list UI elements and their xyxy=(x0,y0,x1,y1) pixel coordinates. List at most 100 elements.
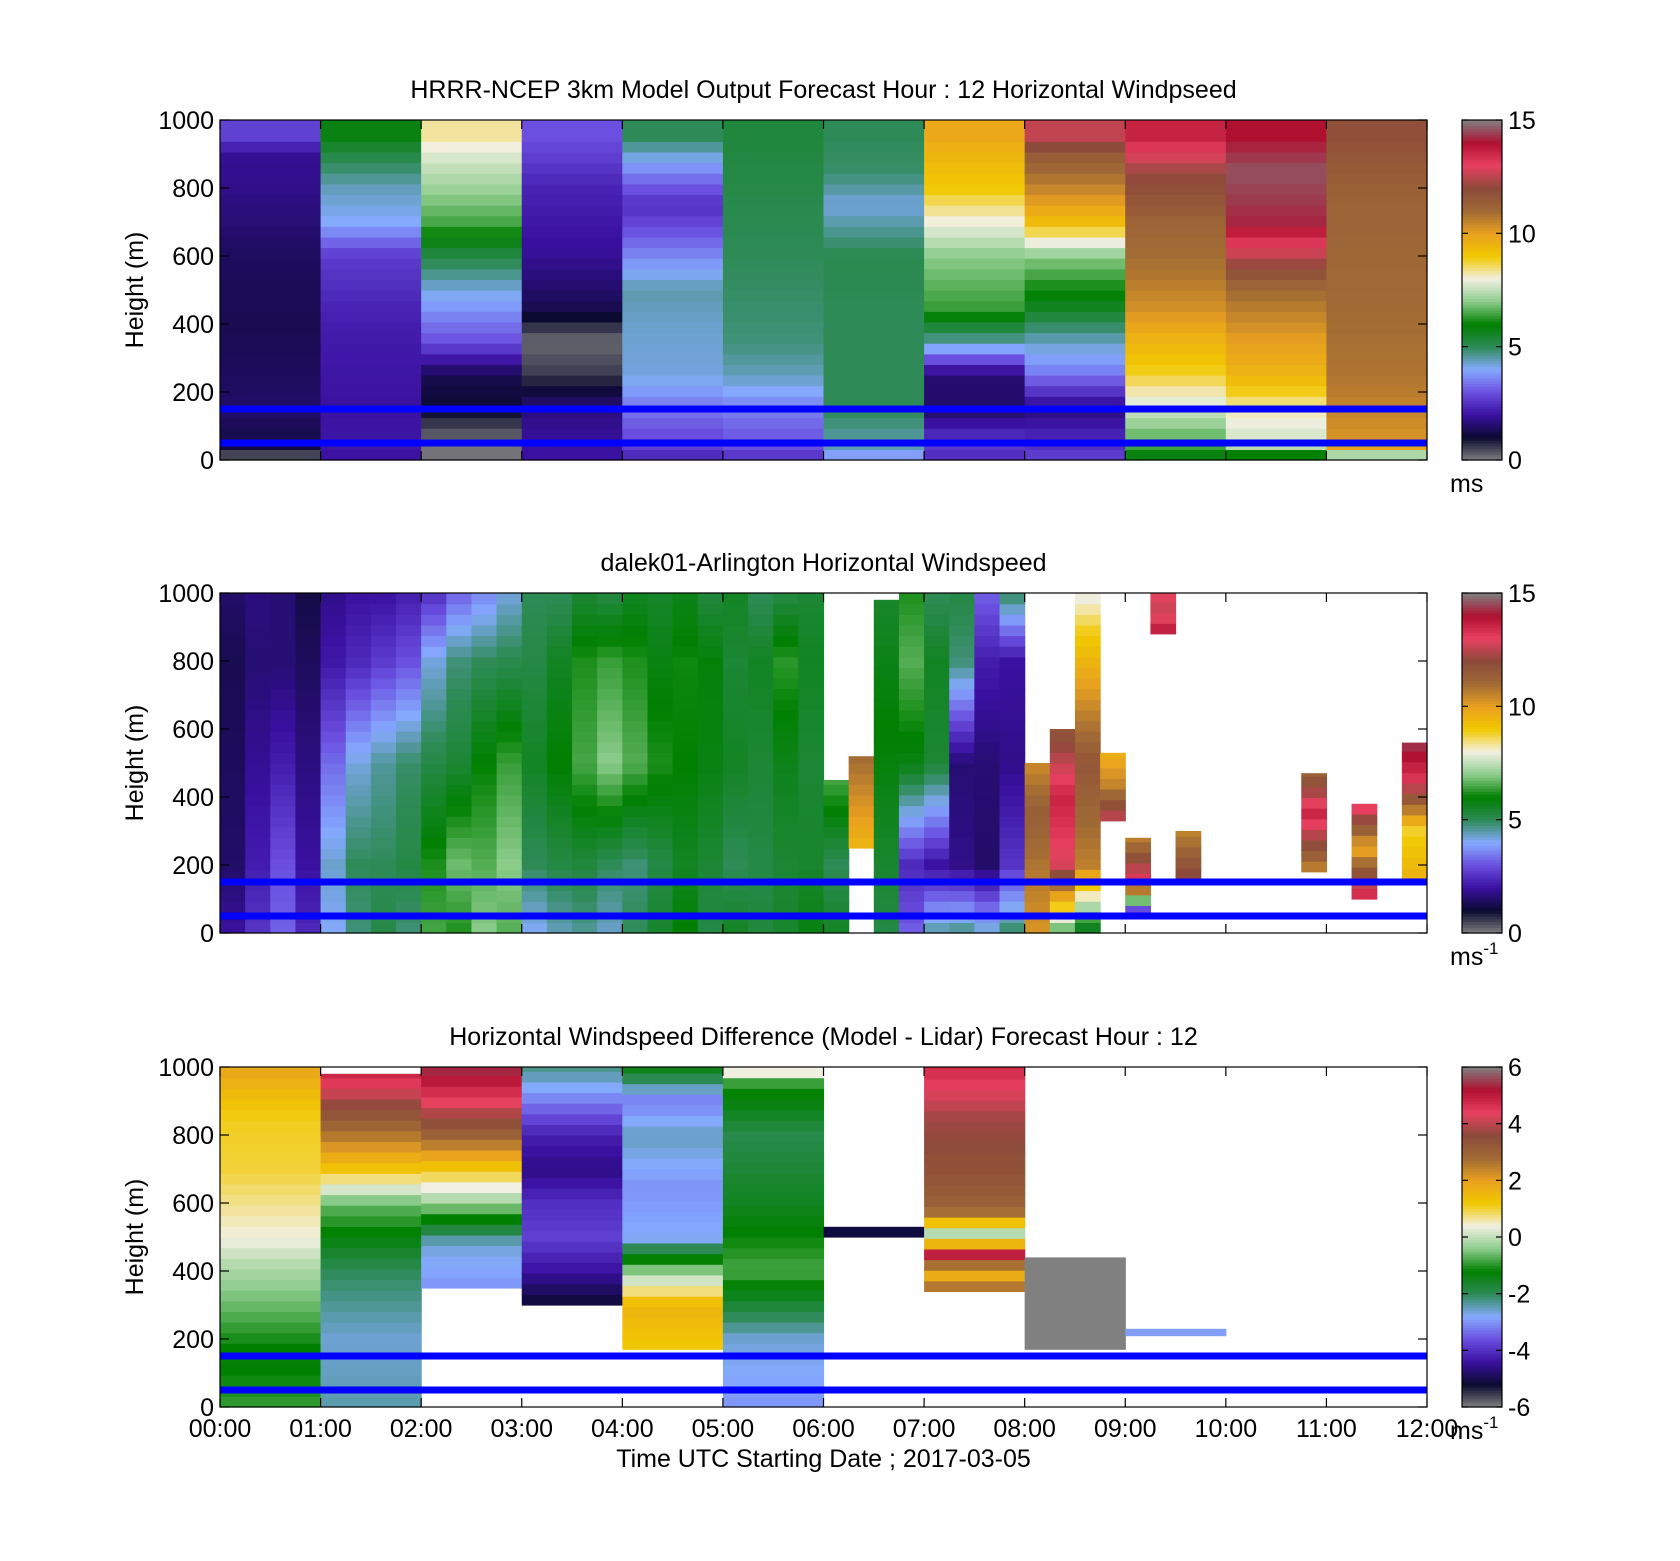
heatmap-cell xyxy=(798,688,825,700)
heatmap-cell xyxy=(647,784,674,796)
colorbar-segment xyxy=(1462,921,1502,926)
heatmap-cell xyxy=(446,624,473,637)
heatmap-cell xyxy=(924,290,1026,302)
heatmap-cell xyxy=(697,890,724,902)
colorbar-tick-label: 4 xyxy=(1508,1111,1522,1139)
heatmap-cell xyxy=(722,258,825,270)
colorbar-segment xyxy=(1462,768,1502,773)
heatmap-cell xyxy=(320,1375,422,1387)
heatmap-cell xyxy=(421,1256,523,1268)
heatmap-cell xyxy=(622,794,649,807)
heatmap-cell xyxy=(320,300,422,312)
heatmap-cell xyxy=(924,247,1026,259)
heatmap-cell xyxy=(220,901,246,913)
y-tick-label: 400 xyxy=(172,1258,214,1286)
colorbar-segment xyxy=(1462,1350,1502,1354)
y-tick-label: 200 xyxy=(172,379,214,407)
colorbar-segment xyxy=(1462,315,1502,319)
colorbar-segment xyxy=(1462,814,1502,818)
heatmap-cell xyxy=(924,901,950,913)
heatmap-cell xyxy=(697,805,724,817)
colorbar-segment xyxy=(1462,281,1502,285)
heatmap-cell xyxy=(320,720,347,732)
heatmap-cell xyxy=(320,120,422,132)
colorbar-segment xyxy=(1462,723,1502,727)
colorbar-segment xyxy=(1462,661,1502,665)
heatmap-cell xyxy=(622,1253,724,1265)
heatmap-cell xyxy=(873,901,900,913)
heatmap-cell xyxy=(898,656,925,668)
heatmap-cell xyxy=(999,614,1026,626)
heatmap-cell xyxy=(220,848,246,860)
heatmap-cell xyxy=(898,614,925,626)
colorbar-segment xyxy=(1462,1166,1502,1170)
heatmap-cell xyxy=(270,656,297,668)
heatmap-cell xyxy=(220,1396,322,1408)
heatmap-cell xyxy=(924,805,950,817)
heatmap-cell xyxy=(798,624,825,637)
heatmap-cell xyxy=(949,731,975,743)
colorbar-segment xyxy=(1462,641,1502,645)
heatmap-cell xyxy=(421,901,447,913)
heatmap-cell xyxy=(1074,784,1101,796)
colorbar-segment xyxy=(1462,278,1502,283)
colorbar-segment xyxy=(1462,811,1502,815)
heatmap-cell xyxy=(421,731,447,743)
heatmap-cell xyxy=(1326,183,1428,195)
heatmap-cell xyxy=(823,848,850,860)
colorbar-segment xyxy=(1462,233,1502,237)
heatmap-cell xyxy=(999,624,1026,637)
heatmap-cell xyxy=(722,130,825,142)
heatmap-cell xyxy=(320,1226,422,1238)
colorbar-segment xyxy=(1462,1089,1502,1094)
heatmap-cell xyxy=(999,720,1026,732)
heatmap-cell xyxy=(396,720,422,732)
heatmap-cell xyxy=(546,731,573,743)
heatmap-cell xyxy=(220,130,322,142)
heatmap-cell xyxy=(1401,782,1428,795)
heatmap-cell xyxy=(1074,848,1101,860)
heatmap-cell xyxy=(521,1081,623,1094)
heatmap-cell xyxy=(798,667,825,679)
heatmap-cell xyxy=(370,784,397,796)
heatmap-cell xyxy=(722,1173,825,1185)
heatmap-cell xyxy=(1024,120,1126,132)
heatmap-cell xyxy=(672,848,699,860)
heatmap-cell xyxy=(521,869,548,881)
heatmap-cell xyxy=(572,646,598,658)
colorbar-segment xyxy=(1462,1387,1502,1391)
heatmap-cell xyxy=(823,869,850,881)
heatmap-cell xyxy=(546,656,573,668)
heatmap-cell xyxy=(999,858,1026,870)
heatmap-cell xyxy=(873,603,900,615)
x-axis-ticks-difference xyxy=(219,1067,1428,1407)
colorbar-segment xyxy=(1462,754,1502,758)
heatmap-cell xyxy=(748,794,774,807)
heatmap-cell xyxy=(1024,784,1051,796)
colorbar-segment xyxy=(1462,1180,1502,1184)
heatmap-cell xyxy=(521,300,623,312)
heatmap-cell xyxy=(873,858,900,870)
heatmap-cell xyxy=(773,720,799,732)
colorbar-segment xyxy=(1462,236,1502,240)
heatmap-cell xyxy=(572,901,598,913)
heatmap-cell xyxy=(496,794,523,807)
heatmap-cell xyxy=(622,173,724,185)
colorbar-segment xyxy=(1462,403,1502,407)
heatmap-cell xyxy=(1125,449,1227,461)
heatmap-cell xyxy=(748,837,774,849)
heatmap-cell xyxy=(748,709,774,722)
heatmap-cell xyxy=(421,183,523,195)
heatmap-cell xyxy=(320,1268,422,1281)
heatmap-cell xyxy=(1125,837,1151,843)
heatmap-cell xyxy=(471,678,498,690)
y-axis-label-difference: Height (m) xyxy=(121,1179,149,1296)
heatmap-cell xyxy=(370,699,397,711)
heatmap-cell xyxy=(823,226,925,238)
heatmap-cell xyxy=(245,869,271,881)
heatmap-cell xyxy=(773,752,799,764)
heatmap-cell xyxy=(873,699,900,711)
heatmap-cell xyxy=(320,385,422,397)
time-column-4 xyxy=(320,593,347,934)
colorbar-segment xyxy=(1462,1404,1502,1408)
